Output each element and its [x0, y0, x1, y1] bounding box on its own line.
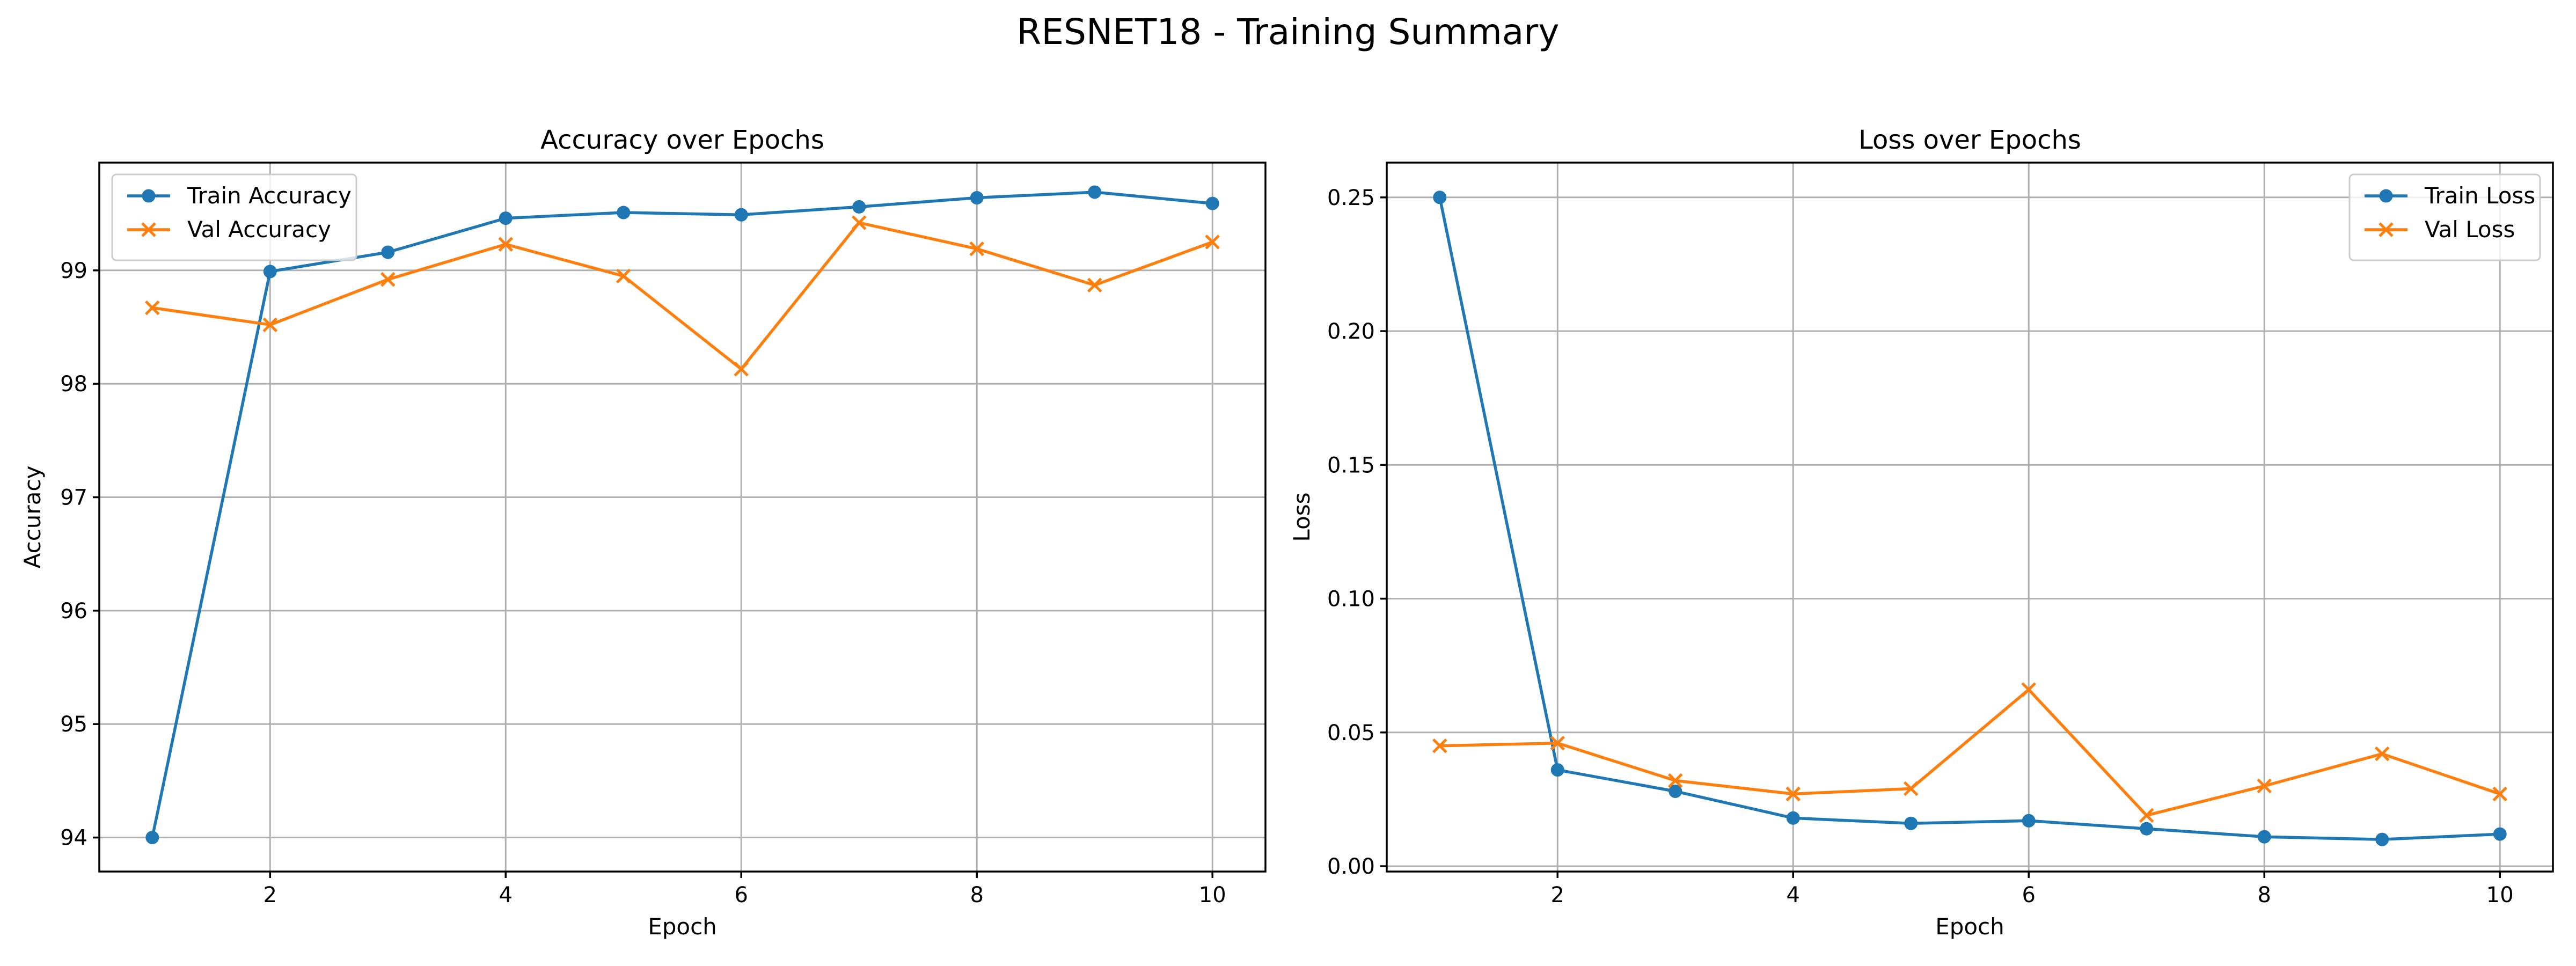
data-point: [2140, 822, 2154, 836]
data-point: [2257, 778, 2272, 794]
accuracy-y-axis-label: Accuracy: [19, 466, 46, 569]
data-point: [2374, 746, 2390, 762]
data-point: [852, 200, 866, 214]
data-point: [1550, 735, 1565, 751]
data-point: [2375, 832, 2389, 846]
accuracy-x-tick-label: 2: [264, 883, 277, 908]
loss-y-tick-label: 0.25: [1327, 186, 1375, 210]
loss-series-train: [1433, 191, 2507, 846]
data-point: [617, 206, 631, 219]
loss-axes-frame: [1386, 162, 2554, 873]
data-point: [1903, 781, 1919, 796]
data-point: [145, 831, 159, 845]
data-point: [734, 208, 748, 222]
loss-x-axis-label: Epoch: [1935, 913, 2004, 940]
legend-entry-label: Val Loss: [2425, 216, 2515, 243]
accuracy-x-tick-label: 6: [735, 883, 748, 908]
loss-y-tick-label: 0.00: [1327, 854, 1375, 879]
accuracy-series-line: [151, 191, 1213, 838]
data-point: [1550, 763, 1564, 777]
data-point: [1785, 786, 1801, 802]
data-point: [1432, 738, 1447, 753]
data-point: [1205, 196, 1219, 210]
accuracy-legend: Train Accuracy Val Accuracy: [111, 173, 357, 261]
accuracy-y-tick-label: 99: [60, 259, 87, 283]
loss-x-tick-label: 4: [1787, 883, 1800, 908]
data-point: [2257, 830, 2271, 844]
legend-swatch-marker: [141, 222, 156, 237]
accuracy-x-tick-label: 10: [1199, 883, 1226, 908]
loss-x-tick-label: 8: [2258, 883, 2271, 908]
data-point: [851, 215, 867, 230]
accuracy-chart-title: Accuracy over Epochs: [540, 125, 824, 155]
accuracy-y-tick-label: 94: [60, 826, 87, 851]
accuracy-chart: 2 4 6 8 10 94 95 96 97 98 99 Accuracy over Epochs Ep…: [19, 125, 1267, 940]
data-point: [616, 268, 631, 284]
accuracy-series-line: [152, 221, 1213, 371]
accuracy-y-tick-label: 95: [60, 712, 87, 737]
data-point: [1088, 185, 1102, 199]
accuracy-x-tick-label: 8: [970, 883, 984, 908]
data-point: [1667, 773, 1683, 788]
legend-swatch-marker: [2379, 189, 2393, 203]
data-point: [263, 265, 277, 279]
legend-swatch-marker: [142, 189, 156, 203]
legend-swatch-marker: [2379, 222, 2394, 237]
accuracy-x-tick-label: 4: [499, 883, 513, 908]
loss-y-tick-label: 0.20: [1327, 319, 1375, 344]
loss-series-line: [1439, 688, 2501, 817]
data-point: [1205, 235, 1220, 250]
data-point: [2492, 786, 2507, 802]
legend-entry-label: Val Accuracy: [187, 216, 331, 243]
accuracy-axes-frame: [98, 162, 1267, 873]
accuracy-x-axis-label: Epoch: [648, 913, 717, 940]
loss-y-axis-label: Loss: [1289, 492, 1315, 541]
data-point: [145, 300, 160, 316]
loss-y-tick-label: 0.05: [1327, 721, 1375, 745]
data-point: [1433, 191, 1447, 204]
loss-legend: Train Loss Val Loss: [2348, 173, 2541, 261]
data-point: [499, 211, 513, 225]
loss-x-tick-label: 10: [2486, 883, 2514, 908]
data-point: [2139, 808, 2154, 823]
data-point: [2021, 682, 2037, 697]
data-point: [734, 361, 749, 377]
data-point: [2022, 814, 2036, 828]
accuracy-series-val: [145, 215, 1220, 377]
data-point: [381, 245, 395, 259]
data-point: [1904, 816, 1918, 830]
loss-series-val: [1432, 682, 2507, 823]
loss-y-tick-label: 0.15: [1327, 453, 1375, 478]
data-point: [1786, 811, 1800, 825]
data-point: [969, 241, 985, 257]
data-point: [2493, 827, 2507, 841]
loss-series-line: [1438, 197, 2500, 841]
data-point: [1668, 784, 1682, 798]
data-point: [970, 191, 984, 205]
loss-x-tick-label: 2: [1551, 883, 1564, 908]
data-point: [498, 237, 514, 252]
data-point: [380, 272, 396, 287]
legend-entry-label: Train Loss: [2424, 182, 2535, 209]
accuracy-y-tick-label: 97: [60, 486, 87, 510]
accuracy-y-tick-label: 96: [60, 599, 87, 624]
accuracy-series-train: [145, 185, 1219, 845]
legend-frame: [111, 173, 357, 261]
loss-y-tick-label: 0.10: [1327, 587, 1375, 612]
loss-chart-title: Loss over Epochs: [1858, 125, 2081, 155]
legend-entry-label: Train Accuracy: [187, 182, 352, 209]
loss-chart: 2 4 6 8 10 0.00 0.05 0.10 0.15 0.20 0.25 Loss over …: [1289, 125, 2554, 940]
loss-x-tick-label: 6: [2022, 883, 2036, 908]
accuracy-y-tick-label: 98: [60, 372, 87, 397]
data-point: [1087, 277, 1102, 293]
figure-title: RESNET18 - Training Summary: [1017, 11, 1560, 53]
data-point: [262, 317, 278, 333]
